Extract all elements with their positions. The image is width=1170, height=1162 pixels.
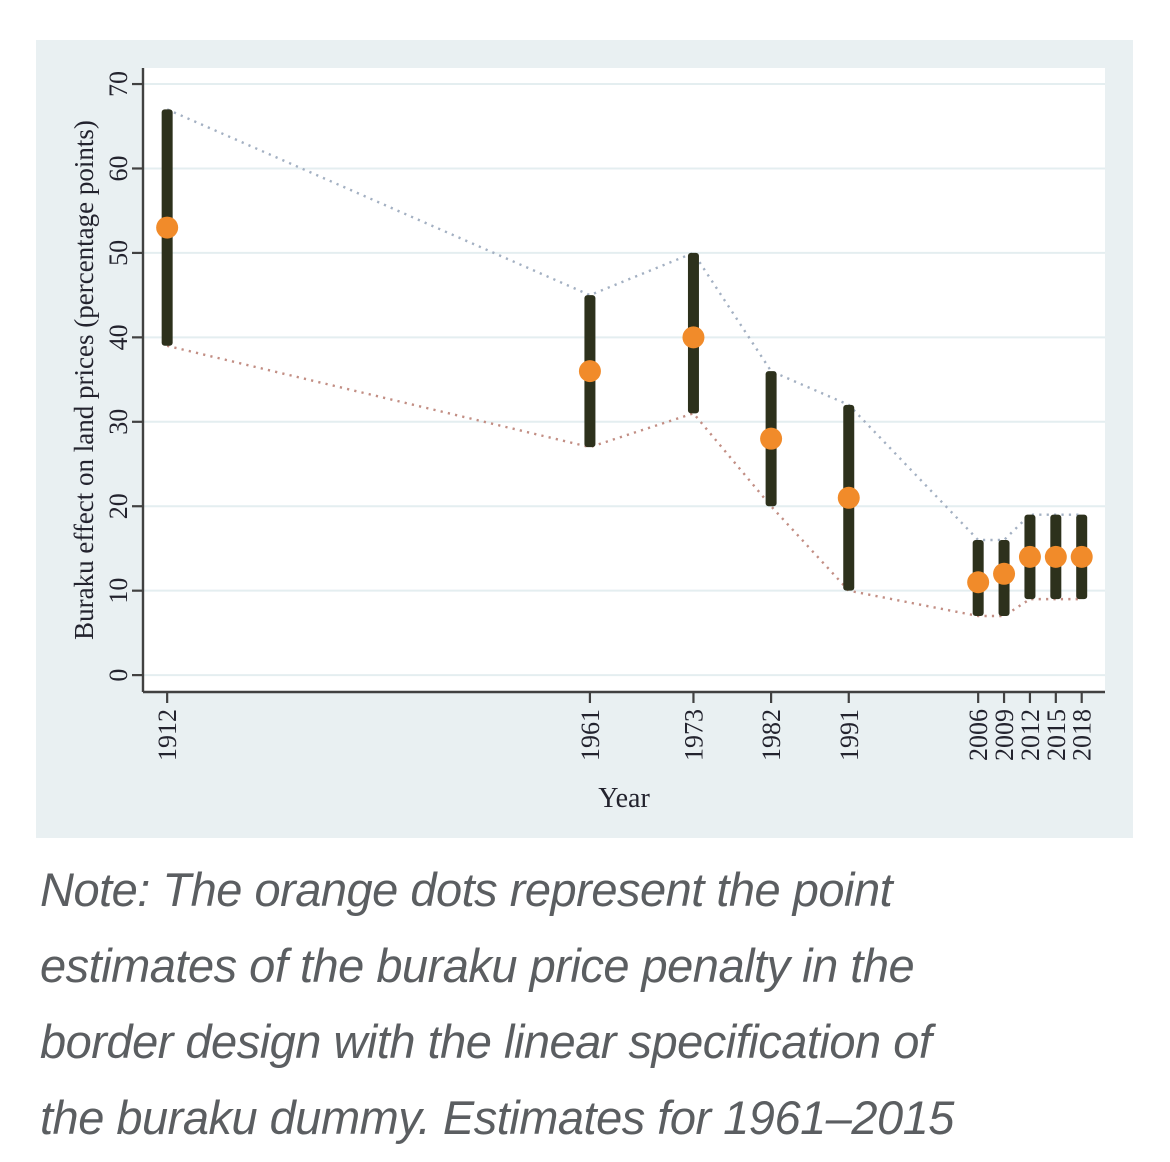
note-line-2: estimates of the buraku price penalty in… (40, 939, 915, 992)
y-tick-label: 60 (104, 155, 133, 181)
point-estimate-dot (967, 571, 990, 594)
point-estimate-dot (1018, 545, 1041, 568)
note-line-3: border design with the linear specificat… (40, 1015, 932, 1068)
point-estimate-dot (1070, 545, 1093, 568)
point-estimate-dot (578, 360, 601, 383)
x-tick-label: 1991 (835, 709, 864, 761)
point-estimate-dot (993, 562, 1016, 585)
y-tick-label: 0 (104, 669, 133, 682)
x-tick-label: 1982 (757, 709, 786, 761)
x-axis-title: Year (598, 783, 650, 814)
note-line-1: Note: The orange dots represent the poin… (40, 863, 893, 916)
point-estimate-dot (837, 486, 860, 509)
y-tick-label: 50 (104, 240, 133, 266)
lower-ci-connector (166, 344, 1082, 618)
y-tick-label: 40 (104, 324, 133, 350)
x-tick-label: 1912 (153, 709, 182, 761)
point-estimate-dot (682, 326, 705, 349)
x-tick-label: 2012 (1016, 709, 1045, 761)
x-tick-label: 1973 (679, 709, 708, 761)
note-line-4: the buraku dummy. Estimates for 1961–201… (40, 1091, 954, 1144)
y-axis-title: Buraku effect on land prices (percentage… (69, 120, 99, 640)
y-tick-label: 10 (104, 578, 133, 604)
x-tick-label: 2015 (1042, 709, 1071, 761)
x-tick-label: 2018 (1068, 709, 1097, 761)
point-estimate-dot (760, 427, 783, 450)
y-tick-label: 30 (104, 409, 133, 435)
y-tick-label: 20 (104, 493, 133, 519)
x-tick-label: 2006 (964, 709, 993, 761)
chart-panel: 0 10 20 30 40 50 60 70 1912 1961 1973 1982 1991 2006 2… (36, 40, 1133, 838)
x-tick-label: 2009 (990, 709, 1019, 761)
point-estimate-dot (156, 216, 179, 239)
y-tick-label: 70 (104, 71, 133, 97)
point-estimate-dot (1044, 545, 1067, 568)
plot-area (143, 68, 1105, 692)
figure-note: Note: The orange dots represent the poin… (40, 852, 1150, 1156)
x-tick-label: 1961 (576, 709, 605, 761)
